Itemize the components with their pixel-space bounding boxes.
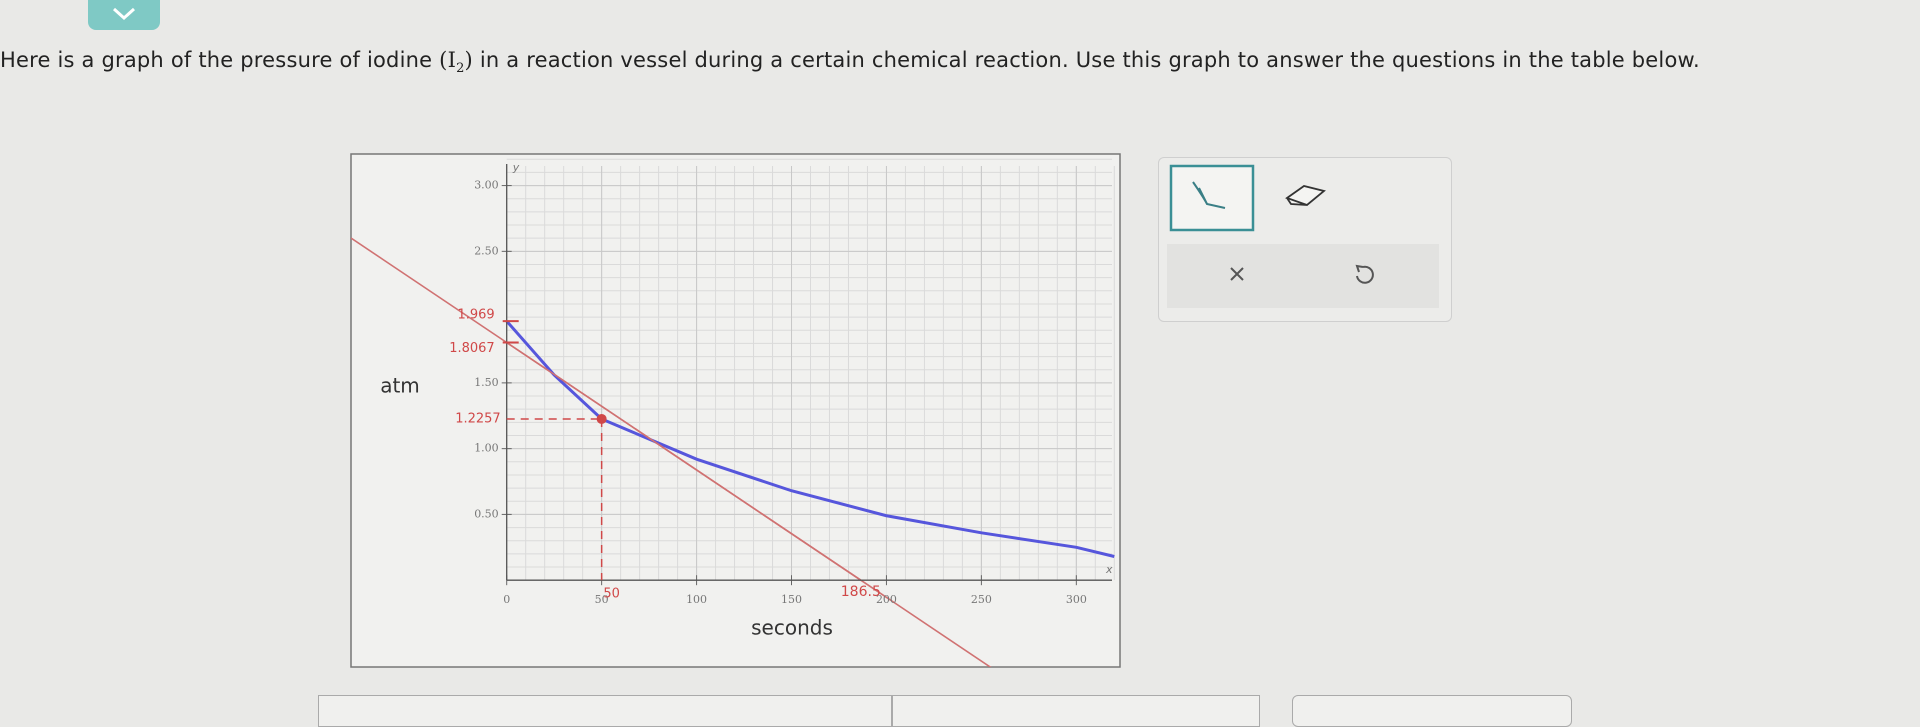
table-edge [1292, 695, 1572, 727]
formula-symbol: I [447, 48, 457, 72]
x-tick-label: 50 [595, 593, 609, 606]
plot-frame [350, 153, 1121, 668]
draw-tool-button[interactable] [1169, 164, 1255, 232]
x-axis-letter: x [1105, 563, 1113, 576]
annotation-label: 50 [603, 587, 620, 602]
y-tick-label: 0.50 [474, 507, 499, 520]
formula-subscript: 2 [456, 61, 465, 77]
chevron-icon [112, 7, 136, 21]
plot-area [351, 158, 1115, 667]
annotation-label: 1.2257 [455, 411, 501, 426]
x-tick-label: 150 [781, 593, 802, 606]
formula: (I2) [439, 48, 473, 77]
series-line [505, 320, 1115, 558]
undo-button[interactable] [1355, 264, 1374, 284]
annotation-label: 1.969 [457, 308, 494, 323]
x-tick-label: 250 [971, 593, 992, 606]
collapse-button[interactable] [88, 0, 160, 30]
prompt: Here is a graph of the pressure of iodin… [0, 48, 1700, 76]
y-axis-letter: y [512, 161, 520, 174]
x-axis-label: seconds [751, 616, 833, 640]
y-tick-label: 2.50 [474, 244, 499, 257]
clear-button[interactable] [1230, 267, 1244, 281]
x-tick-label: 100 [686, 593, 707, 606]
prompt-text: Here is a graph of the pressure of iodin… [0, 48, 433, 72]
prompt-text: in a reaction vessel during a certain ch… [479, 48, 1700, 72]
tool-icons [1167, 164, 1439, 308]
eraser-button[interactable] [1285, 185, 1326, 207]
series-line [506, 341, 862, 581]
annotation-label: 186.5 [841, 584, 881, 600]
y-axis-label: atm [380, 374, 420, 398]
x-tick-label: 200 [876, 593, 897, 606]
x-tick-label: 0 [503, 593, 510, 606]
y-tick-label: 1.50 [474, 376, 499, 389]
x-tick-label: 300 [1066, 593, 1087, 606]
tool-panel [1158, 157, 1452, 322]
action-bar [1167, 244, 1439, 308]
y-tick-label: 1.00 [474, 442, 499, 455]
marked-point [596, 413, 607, 424]
table-edge [892, 695, 1260, 727]
annotation-label: 1.8067 [449, 341, 495, 356]
y-tick-label: 3.00 [474, 179, 499, 192]
table-edge [318, 695, 892, 727]
